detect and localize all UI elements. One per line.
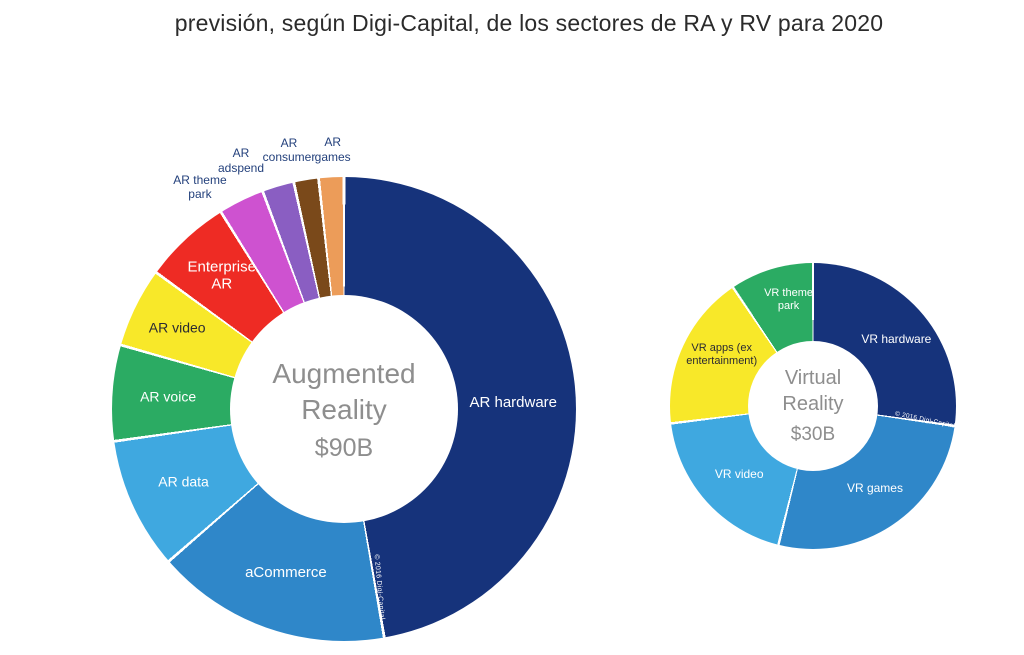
segment-label-ar-adspend: AR adspend bbox=[217, 146, 265, 175]
segment-label-ar-video: AR video bbox=[148, 319, 206, 336]
ar-center-label: Augmented Reality $90B bbox=[272, 356, 415, 462]
segment-label-ar-theme-park: AR theme park bbox=[173, 173, 227, 202]
ar-donut-hole: Augmented Reality $90B bbox=[230, 295, 458, 523]
segment-label-ar-data: AR data bbox=[158, 473, 209, 490]
segment-label-acommerce: aCommerce bbox=[245, 564, 327, 582]
segment-label-ar-voice: AR voice bbox=[140, 388, 197, 405]
segment-label-ar-games: AR games bbox=[314, 135, 351, 164]
vr-center-title-line: Reality bbox=[782, 393, 844, 416]
segment-label-vr-apps-ex-entertainment: VR apps (ex entertainment) bbox=[686, 342, 758, 368]
ar-center-title-line: Reality bbox=[301, 393, 387, 425]
segment-label-vr-hardware: VR hardware bbox=[861, 331, 932, 346]
vr-donut-hole: Virtual Reality $30B bbox=[748, 341, 878, 471]
segment-label-ar-consumer: AR consumer bbox=[262, 136, 316, 165]
segment-label-enterprise-ar: Enterprise AR bbox=[187, 257, 256, 293]
page-title: previsión, según Digi-Capital, de los se… bbox=[174, 10, 884, 36]
vr-total-value: $30B bbox=[790, 423, 836, 445]
vr-center-label: Virtual Reality $30B bbox=[782, 366, 843, 445]
segment-label-vr-games: VR games bbox=[846, 481, 903, 496]
segment-label-ar-hardware: AR hardware bbox=[469, 394, 558, 412]
segment-label-vr-theme-park: VR theme park bbox=[764, 287, 814, 313]
ar-donut-chart: Augmented Reality $90B © 2016 Digi-Capital… bbox=[112, 135, 576, 641]
vr-center-title-line: Virtual bbox=[784, 367, 842, 390]
ar-total-value: $90B bbox=[314, 433, 374, 462]
ar-center-title-line: Augmented bbox=[272, 357, 416, 389]
vr-donut-chart: Virtual Reality $30B © 2016 Digi-Capital V… bbox=[670, 263, 956, 549]
segment-label-vr-video: VR video bbox=[714, 466, 764, 481]
